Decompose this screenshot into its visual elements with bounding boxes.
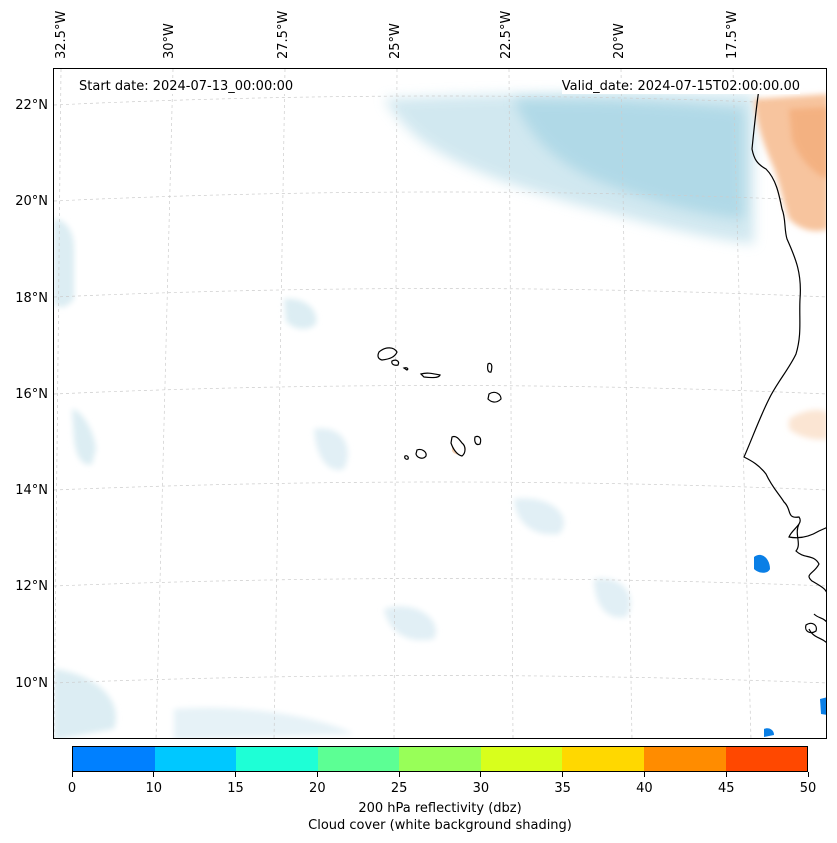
- lat-label-20n: 20°N: [15, 194, 48, 209]
- island-santiago: [450, 435, 466, 457]
- parallel-18n: [54, 288, 826, 298]
- island-santa-luzia: [402, 367, 409, 371]
- colorbar-segment-6: [562, 747, 644, 771]
- colorbar-segment-8: [725, 747, 808, 771]
- colorbar-segment-1: [154, 747, 237, 771]
- colorbar-tick-label-30: 30: [472, 781, 490, 796]
- island-brava: [404, 455, 409, 460]
- meridian-27-5w: [273, 69, 286, 738]
- colorbar-tick-label-10: 10: [145, 781, 163, 796]
- colorbar-tick-label-0: 0: [67, 781, 77, 796]
- cloud-southwest: [54, 669, 116, 738]
- parallel-14n: [54, 481, 826, 491]
- reflect-orange-core: [789, 107, 826, 179]
- meridian-32-5w: [54, 69, 62, 738]
- lon-label-32-5w: 32.5°W: [54, 10, 69, 59]
- colorbar-tick-label-25: 25: [390, 781, 408, 796]
- colorbar-tick-25: [398, 772, 400, 777]
- cloud-west-streak: [72, 409, 96, 465]
- colorbar-tick-20: [316, 772, 318, 777]
- map-canvas: [54, 69, 826, 738]
- cloud-south: [174, 707, 354, 738]
- lon-label-22-5w: 22.5°W: [499, 10, 514, 59]
- meridian-25w: [393, 69, 398, 738]
- reflect-orange-south: [789, 409, 826, 440]
- colorbar-tick-15: [235, 772, 237, 777]
- cloud-cell-3: [384, 606, 436, 641]
- colorbar-segment-0: [73, 747, 155, 771]
- cloud-cell-4: [514, 498, 564, 535]
- colorbar-segment-5: [480, 747, 563, 771]
- colorbar-segment-7: [643, 747, 726, 771]
- reflect-blue-cell: [754, 554, 770, 573]
- lat-label-12n: 12°N: [15, 579, 48, 594]
- colorbar-tick-50: [807, 772, 809, 777]
- parallel-10n: [54, 675, 826, 684]
- parallel-20n: [54, 191, 826, 202]
- colorbar-tick-label-35: 35: [554, 781, 571, 796]
- start-date-label: Start date: 2024-07-13_00:00:00: [79, 79, 294, 94]
- lon-label-20w: 20°W: [612, 23, 627, 59]
- island-fogo: [415, 448, 427, 459]
- colorbar-tick-40: [643, 772, 645, 777]
- colorbar-tick-label-45: 45: [717, 781, 735, 796]
- island-maio: [474, 435, 482, 446]
- lon-label-27-5w: 27.5°W: [276, 10, 291, 59]
- lat-label-16n: 16°N: [15, 387, 48, 402]
- valid-date-label: Valid_date: 2024-07-15T02:00:00.00: [561, 79, 800, 94]
- island-boa-vista: [487, 391, 502, 403]
- colorbar-tick-35: [562, 772, 564, 777]
- lat-label-22n: 22°N: [15, 98, 48, 113]
- parallel-16n: [54, 385, 826, 395]
- lat-label-14n: 14°N: [15, 483, 48, 498]
- colorbar-tick-label-15: 15: [227, 781, 244, 796]
- lat-label-18n: 18°N: [15, 291, 48, 306]
- colorbar-tick-0: [71, 772, 73, 777]
- island-sal: [487, 362, 493, 373]
- lon-label-30w: 30°W: [162, 23, 177, 59]
- colorbar: [72, 746, 808, 772]
- reflect-blue-cell-3: [820, 697, 826, 715]
- lat-label-10n: 10°N: [15, 676, 48, 691]
- parallel-22n: [54, 95, 826, 106]
- cloud-west-edge: [54, 219, 74, 308]
- reflect-blue-cell-2: [764, 728, 774, 737]
- meridian-30w: [155, 69, 174, 738]
- west-africa-coast: [743, 88, 826, 539]
- colorbar-tick-30: [480, 772, 482, 777]
- colorbar-segment-3: [317, 747, 400, 771]
- colorbar-tick-45: [725, 772, 727, 777]
- meridian-20w: [620, 69, 633, 738]
- cape-verde-islands: [377, 347, 502, 460]
- parallel-12n: [54, 578, 826, 587]
- map-panel[interactable]: Start date: 2024-07-13_00:00:00 Valid_da…: [53, 68, 827, 739]
- island-santo-antao: [377, 347, 398, 361]
- coastlines: [743, 88, 826, 643]
- coast-island-bijagos: [805, 622, 817, 634]
- colorbar-tick-10: [153, 772, 155, 777]
- colorbar-label-reflectivity: 200 hPa reflectivity (dbz): [358, 801, 522, 816]
- cloud-cell-2: [314, 428, 348, 470]
- guinea-bissau-coast: [795, 523, 826, 643]
- cloud-cell-1: [284, 298, 317, 329]
- colorbar-tick-label-20: 20: [309, 781, 326, 796]
- lon-label-25w: 25°W: [388, 23, 403, 59]
- cloud-cell-5: [594, 578, 631, 618]
- cloud-north-core: [514, 99, 744, 219]
- meridian-22-5w: [508, 69, 514, 738]
- colorbar-tick-label-50: 50: [799, 781, 817, 796]
- island-sao-nicolau: [419, 372, 441, 379]
- map-graticule: [54, 69, 826, 738]
- meridian-17-5w: [732, 69, 752, 738]
- colorbar-tick-label-40: 40: [636, 781, 653, 796]
- island-sao-vicente: [391, 359, 400, 366]
- colorbar-label-cloud-cover: Cloud cover (white background shading): [308, 818, 572, 833]
- colorbar-segment-2: [236, 747, 318, 771]
- lon-label-17-5w: 17.5°W: [725, 10, 740, 59]
- cloud-cover-shading: [54, 92, 754, 738]
- colorbar-segment-4: [399, 747, 481, 771]
